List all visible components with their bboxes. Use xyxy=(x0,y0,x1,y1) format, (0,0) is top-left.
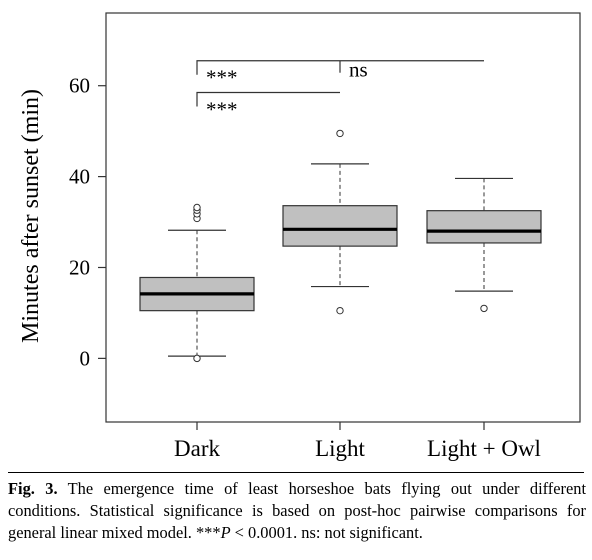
caption-p-symbol: P xyxy=(220,523,231,542)
plot-frame xyxy=(105,12,581,423)
y-tick-label: 40 xyxy=(69,165,90,189)
outlier-point xyxy=(193,354,201,363)
y-axis-title: Minutes after sunset (min) xyxy=(18,89,44,343)
outlier-point xyxy=(336,306,344,315)
caption-line1: The emergence time of least horseshoe ba… xyxy=(57,479,587,498)
caption-line2: conditions. Statistical significance is … xyxy=(8,501,558,520)
x-tick-label: Light xyxy=(315,436,365,461)
outlier-point xyxy=(480,304,488,313)
box-light-owl xyxy=(426,177,542,313)
y-tick-label: 20 xyxy=(69,255,90,279)
significance-label: *** xyxy=(206,66,238,90)
significance-layer: *** ns *** xyxy=(196,58,484,122)
caption-line3-end: < 0.0001. ns: not significant. xyxy=(230,523,423,542)
significance-bracket: *** xyxy=(196,91,340,122)
outlier-point xyxy=(336,129,344,138)
significance-bracket: *** xyxy=(196,60,484,90)
caption-label: Fig. 3. xyxy=(8,479,58,498)
boxplot-chart: 0 20 40 60 *** ns *** Dark Light Light + Owl Mi… xyxy=(18,12,581,461)
figure-caption: Fig. 3. The emergence time of least hors… xyxy=(8,478,586,544)
box-dark xyxy=(139,203,255,363)
x-tick-label: Dark xyxy=(174,436,220,461)
x-tick-label: Light + Owl xyxy=(427,436,541,461)
caption-line3-start: for general linear mixed model. *** xyxy=(8,501,586,542)
significance-label: ns xyxy=(349,58,368,82)
bracket-line xyxy=(196,91,340,107)
y-tick-label: 0 xyxy=(80,346,91,370)
y-axis: 0 20 40 60 xyxy=(69,74,106,370)
boxes-layer xyxy=(139,129,542,363)
interquartile-box xyxy=(282,205,398,247)
x-axis: Dark Light Light + Owl xyxy=(174,422,541,461)
caption-rule xyxy=(8,472,584,473)
significance-bracket: ns xyxy=(339,58,368,82)
interquartile-box xyxy=(426,210,542,244)
significance-label: *** xyxy=(206,98,238,122)
outlier-point xyxy=(193,203,201,212)
box-light xyxy=(282,129,398,315)
y-tick-label: 60 xyxy=(69,74,90,98)
bracket-line xyxy=(196,60,484,75)
